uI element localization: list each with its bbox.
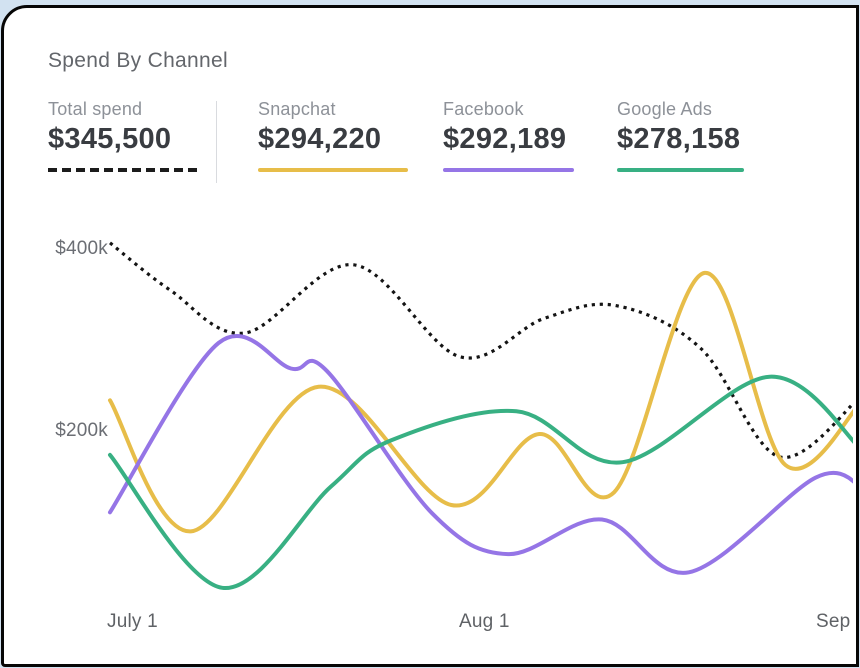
stat-label: Snapchat (258, 99, 336, 119)
spend-by-channel-card: Spend By Channel Total spend $345,500 Sn… (1, 5, 859, 667)
stat-value: $292,189 (443, 123, 567, 155)
legend-item-total-spend[interactable]: Total spend $345,500 (48, 99, 198, 172)
y-axis-tick-400k: $400k (55, 238, 108, 259)
stat-value: $345,500 (48, 123, 172, 155)
stat-value: $278,158 (617, 123, 741, 155)
legend-item-google-ads[interactable]: Google Ads $278,158 (617, 99, 744, 172)
snapchat-underline (258, 168, 408, 172)
stat-label: Google Ads (617, 99, 713, 119)
google-ads-underline (617, 168, 744, 172)
page-title: Spend By Channel (48, 49, 228, 72)
legend-stats-row: Total spend $345,500 Snapchat $294,220 F… (48, 99, 744, 183)
stat-value: $294,220 (258, 123, 382, 155)
divider (216, 101, 217, 183)
stat-label: Facebook (443, 99, 524, 119)
x-axis-tick-july1: July 1 (107, 611, 158, 632)
stat-label: Total spend (48, 99, 143, 119)
legend-item-facebook[interactable]: Facebook $292,189 (443, 99, 574, 172)
legend-item-snapchat[interactable]: Snapchat $294,220 (258, 99, 408, 172)
facebook-underline (443, 168, 574, 172)
total-spend-dashed-underline (48, 168, 198, 172)
y-axis-tick-200k: $200k (55, 420, 108, 441)
x-axis-tick-aug1: Aug 1 (459, 611, 510, 632)
x-axis-tick-sep: Sep (816, 611, 851, 632)
